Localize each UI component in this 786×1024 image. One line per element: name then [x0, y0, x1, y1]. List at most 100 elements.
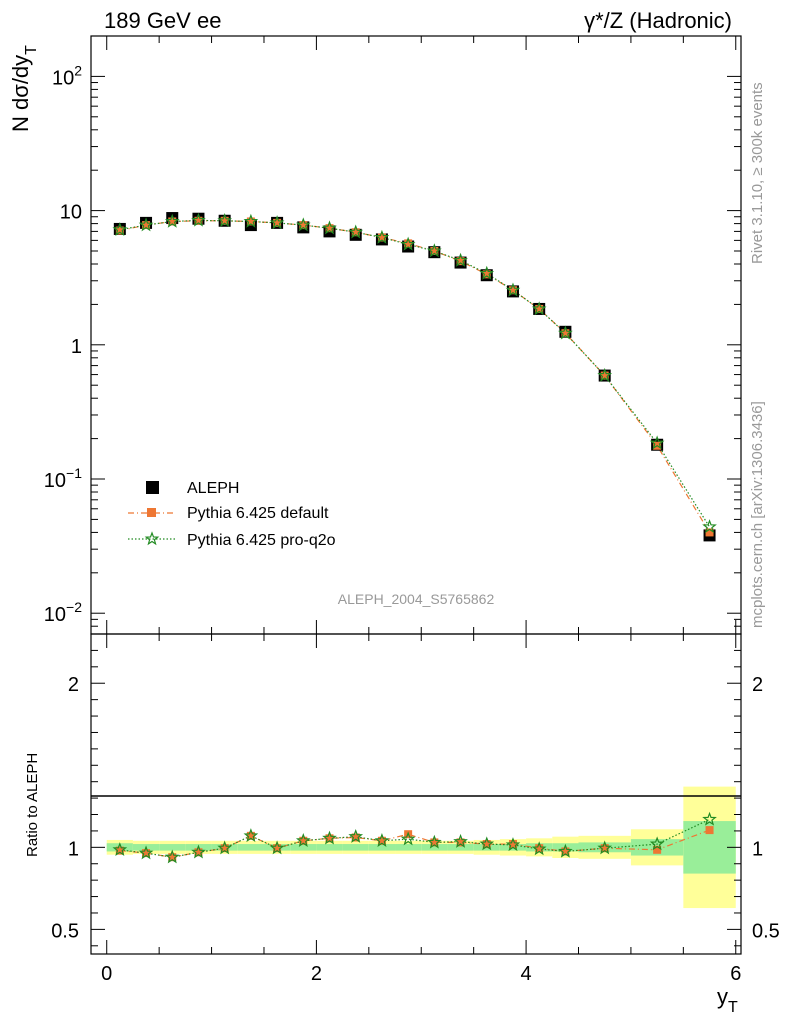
- ratio-point-pythia-default: [115, 846, 124, 855]
- ratio-point-pythia-proq2o: [400, 831, 416, 846]
- legend-label-default: Pythia 6.425 default: [187, 505, 329, 522]
- right-title: γ*/Z (Hadronic): [584, 8, 732, 33]
- ratio-point-pythia-default: [561, 847, 570, 856]
- data-point-pythia-default: [220, 216, 229, 225]
- ratio-point-pythia-default: [220, 844, 229, 853]
- data-point-pythia-proq2o: [427, 243, 442, 258]
- ratio-point-pythia-default: [430, 838, 439, 847]
- ratio-point-pythia-proq2o: [138, 845, 154, 860]
- data-point-pythia-default: [456, 257, 465, 266]
- ratio-y-tick-label-right: 0.5: [752, 920, 780, 942]
- ratio-point-pythia-default: [456, 838, 465, 847]
- ratio-band-green: [290, 844, 317, 851]
- data-point-pythia-proq2o: [295, 217, 311, 232]
- ratio-band-green: [342, 844, 369, 851]
- ratio-point-pythia-proq2o: [597, 840, 613, 855]
- main-y-tick-label: 102: [52, 62, 82, 89]
- data-point-pythia-default: [299, 221, 308, 230]
- legend-marker-default: [147, 508, 156, 517]
- ratio-point-pythia-default: [351, 833, 360, 842]
- legend-label-proq2o: Pythia 6.425 pro-q2o: [187, 532, 336, 549]
- ratio-point-pythia-proq2o: [374, 833, 390, 848]
- ratio-point-pythia-default: [273, 844, 282, 853]
- data-point-pythia-proq2o: [597, 367, 613, 382]
- x-tick-label: 4: [521, 963, 532, 985]
- ratio-point-pythia-proq2o: [164, 849, 180, 864]
- data-point-pythia-default: [482, 270, 491, 279]
- legend-marker-aleph: [146, 481, 159, 494]
- data-point-pythia-proq2o: [453, 252, 468, 267]
- ratio-panel: 0.5 0.5 1 1 2 2 0 2 4 6 Ratio to ALEPH yT: [24, 633, 780, 1016]
- ratio-point-pythia-default: [705, 826, 714, 835]
- ratio-band-green: [368, 844, 396, 851]
- ratio-band-green: [447, 844, 474, 851]
- ratio-band-green: [237, 844, 264, 851]
- ratio-point-pythia-default: [325, 834, 334, 843]
- data-point-pythia-proq2o: [164, 213, 180, 228]
- data-point-pythia-proq2o: [374, 229, 390, 244]
- ratio-y-tick-label-left: 0.5: [51, 920, 79, 942]
- data-point-pythia-proq2o: [505, 282, 521, 297]
- main-series-points: [112, 212, 717, 542]
- data-point-pythia-proq2o: [479, 265, 495, 280]
- main-y-tick-label: 10−2: [44, 599, 82, 626]
- x-axis-label: yT: [717, 984, 738, 1016]
- data-point-pythia-default: [535, 304, 544, 313]
- mcplots-label: mcplots.cern.ch [arXiv:1306.3436]: [749, 401, 766, 628]
- ratio-point-pythia-proq2o: [348, 828, 364, 843]
- data-point-pythia-default: [115, 226, 124, 235]
- ratio-point-pythia-proq2o: [322, 830, 337, 845]
- data-point-pythia-default: [404, 239, 413, 248]
- ratio-band-green: [421, 844, 448, 851]
- data-point-pythia-proq2o: [243, 213, 259, 228]
- data-point-pythia-proq2o: [322, 220, 337, 235]
- main-axis-ticks: 10−2 10−1 1 10 102: [44, 35, 741, 635]
- main-y-tick-label: 1: [71, 336, 82, 358]
- svg-text:yT: yT: [717, 984, 738, 1016]
- data-point-pythia-proq2o: [558, 325, 573, 340]
- ratio-point-pythia-default: [299, 836, 308, 845]
- data-point-pythia-default: [273, 218, 282, 227]
- ratio-point-pythia-proq2o: [112, 842, 128, 857]
- data-point-pythia-proq2o: [269, 215, 285, 230]
- ratio-point-pythia-default: [508, 840, 517, 849]
- legend-label-aleph: ALEPH: [187, 480, 239, 497]
- main-panel: 10−2 10−1 1 10 102 ALEPH_2004_S5765862 N dσ/…: [8, 35, 742, 635]
- x-tick-label: 0: [101, 963, 112, 985]
- ratio-point-pythia-default: [168, 853, 177, 862]
- legend-marker-proq2o: [144, 531, 160, 546]
- ratio-point-pythia-default: [377, 836, 386, 845]
- ratio-point-pythia-proq2o: [649, 836, 665, 851]
- x-tick-label: 6: [730, 963, 741, 985]
- ratio-point-pythia-default: [482, 840, 491, 849]
- ratio-band-green: [395, 844, 422, 851]
- data-point-pythia-default: [377, 233, 386, 242]
- data-point-pythia-default: [561, 329, 570, 338]
- data-point-pythia-default: [168, 217, 177, 226]
- main-y-tick-label: 10−1: [44, 465, 82, 492]
- ratio-point-pythia-proq2o: [427, 834, 442, 849]
- ratio-point-pythia-proq2o: [479, 836, 495, 851]
- data-point-pythia-proq2o: [649, 435, 665, 450]
- ratio-point-pythia-proq2o: [531, 841, 547, 856]
- data-point-pythia-default: [705, 528, 714, 537]
- legend: ALEPH Pythia 6.425 default Pythia 6.425 …: [128, 480, 336, 549]
- ratio-point-pythia-proq2o: [217, 840, 233, 855]
- ratio-y-tick-label-left: 1: [68, 838, 79, 860]
- ratio-point-pythia-proq2o: [702, 811, 717, 826]
- data-point-pythia-proq2o: [348, 224, 364, 239]
- ratio-point-pythia-default: [653, 845, 662, 854]
- data-point-pythia-proq2o: [531, 301, 547, 316]
- ratio-point-pythia-default: [194, 848, 203, 857]
- data-point-pythia-default: [600, 371, 609, 380]
- ratio-point-pythia-default: [246, 831, 255, 840]
- ratio-point-pythia-proq2o: [243, 828, 259, 843]
- rivet-version-label: Rivet 3.1.10, ≥ 300k events: [749, 82, 766, 264]
- data-point-pythia-default: [325, 224, 334, 233]
- ratio-y-tick-label-left: 2: [68, 674, 79, 696]
- main-y-label: N dσ/dyT: [8, 45, 40, 132]
- ratio-frame: [90, 633, 742, 955]
- data-point-pythia-proq2o: [191, 212, 206, 227]
- ratio-point-pythia-proq2o: [191, 844, 206, 859]
